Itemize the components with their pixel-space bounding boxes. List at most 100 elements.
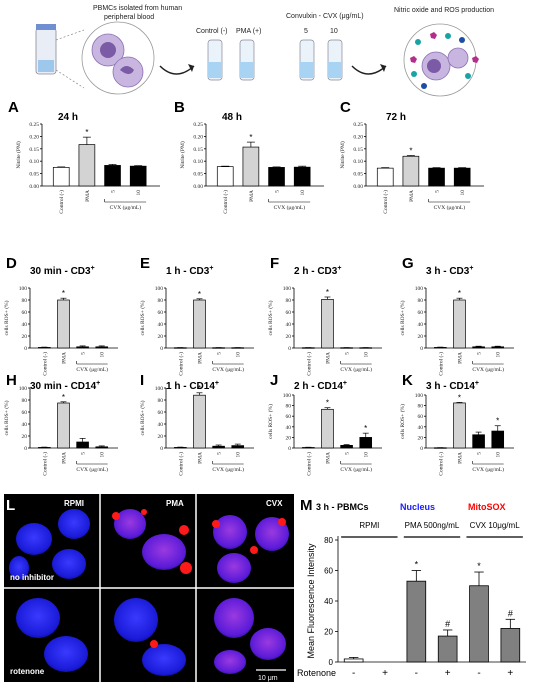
chart-e: E 1 h - CD3+ 0 20 40 60 80 100 cells ROS+ (%) Con… [139, 255, 254, 376]
x-tick-label: 10 [100, 452, 106, 458]
micro-col-pma: PMA [166, 499, 184, 508]
y-tick-label: 0.10 [29, 159, 39, 165]
group-label: CVX (μg/mL) [76, 366, 108, 373]
x-tick-label: 10 [460, 190, 466, 196]
micro-row-rotenone: rotenone [10, 667, 45, 676]
y-tick-label: 80 [22, 398, 28, 404]
bar [95, 346, 109, 349]
ros-production-icon [403, 23, 479, 97]
x-tick-label: 5 [477, 452, 483, 455]
y-tick-label: 0 [288, 346, 291, 352]
legend-mitosox: MitoSOX [468, 502, 506, 512]
y-tick-label: 60 [324, 567, 333, 576]
group-label: CVX (μg/mL) [110, 204, 142, 211]
bar [193, 394, 206, 449]
panel-letter-K: K [402, 372, 413, 389]
x-tick-label: PMA [85, 190, 91, 202]
y-tick-label: 0.20 [29, 134, 39, 140]
bar [129, 165, 147, 187]
y-tick-label: 0.10 [193, 159, 203, 165]
bar [469, 585, 489, 663]
bar [453, 299, 466, 349]
y-axis-label: cells ROS+ (%) [267, 300, 274, 335]
y-tick-label: 0.05 [353, 172, 363, 178]
y-axis-label: cells ROS+ (%) [139, 300, 146, 335]
x-tick-label: - [415, 668, 418, 679]
scale-bar-label: 10 μm [258, 675, 278, 682]
bar [95, 446, 109, 449]
significance-mark: # [445, 619, 450, 629]
panel-letter-H: H [6, 372, 17, 389]
y-tick-label: 80 [286, 404, 292, 410]
y-tick-label: 80 [22, 298, 28, 304]
bar [453, 402, 466, 449]
x-tick-label: PMA [197, 352, 203, 364]
chart-title: 2 h - CD14+ [294, 380, 347, 392]
y-tick-label: 40 [158, 322, 164, 328]
y-tick-label: 100 [19, 286, 28, 292]
significance-mark: * [198, 290, 201, 299]
x-tick-label: - [477, 668, 480, 679]
panel-letter-I: I [140, 372, 144, 389]
x-tick-label: Control (-) [41, 352, 48, 376]
y-tick-label: 100 [155, 286, 164, 292]
bar [193, 299, 206, 349]
bar [343, 658, 364, 663]
bar [174, 447, 187, 449]
panel-letter-F: F [270, 255, 279, 272]
bar [38, 447, 51, 449]
chart-title: 3 h - CD14+ [426, 380, 479, 392]
experiment-schematic: PBMCs isolated from human peripheral blo… [35, 5, 494, 97]
bar [491, 430, 505, 449]
bar [402, 155, 420, 187]
y-axis-label: Nitrite (PM) [179, 141, 186, 169]
y-tick-label: 0.25 [193, 122, 203, 128]
significance-mark: * [477, 561, 481, 571]
cvx-tube-label: Convulxin - CVX (μg/mL) [286, 13, 364, 20]
bar [52, 167, 70, 187]
group-label: CVX 10μg/mL [470, 521, 521, 530]
bar [76, 346, 89, 349]
chart-title: 48 h [222, 112, 242, 123]
bar [38, 347, 51, 349]
micro-col-rpmi: RPMI [64, 499, 84, 508]
y-tick-label: 20 [158, 434, 164, 440]
y-tick-label: 40 [324, 597, 333, 606]
chart-title: 3 h - PBMCs [316, 502, 369, 512]
bar [76, 441, 89, 449]
tubes-icon [207, 39, 343, 81]
bar [437, 635, 458, 663]
y-tick-label: 100 [283, 286, 292, 292]
significance-mark: * [249, 133, 252, 142]
y-tick-label: 80 [158, 298, 164, 304]
y-tick-label: 0 [420, 346, 423, 352]
legend-nucleus: Nucleus [400, 502, 435, 512]
cvx-dose-10: 10 [330, 28, 338, 35]
chart-f: F 2 h - CD3+ 0 20 40 60 80 100 cells ROS+ (%) Con… [267, 255, 382, 376]
bar [57, 402, 70, 449]
bar [242, 146, 260, 187]
x-tick-label: 10 [496, 352, 502, 358]
y-tick-label: 0.15 [193, 147, 203, 153]
y-tick-label: 40 [418, 425, 424, 431]
chart-title: 3 h - CD3+ [426, 265, 473, 277]
chart-h: H 30 min - CD14+ 0 20 40 60 80 100 cells ROS+ (%… [3, 372, 118, 476]
y-tick-label: 0 [24, 446, 27, 452]
x-tick-label: 5 [81, 352, 87, 355]
bar [434, 347, 447, 349]
y-tick-label: 0 [24, 346, 27, 352]
y-tick-label: 0 [160, 346, 163, 352]
x-tick-label: 10 [364, 352, 370, 358]
y-tick-label: 80 [418, 298, 424, 304]
x-tick-label: + [507, 668, 513, 679]
significance-mark: * [458, 393, 461, 402]
y-tick-label: 20 [324, 628, 333, 637]
x-tick-label: Control (-) [305, 452, 312, 476]
y-axis-label: cells ROS+ (%) [399, 300, 406, 335]
x-tick-label: Control (-) [41, 452, 48, 476]
x-tick-label: 10 [136, 190, 142, 196]
significance-mark: # [508, 608, 513, 618]
x-tick-label: 5 [275, 190, 281, 193]
significance-mark: * [409, 146, 412, 155]
